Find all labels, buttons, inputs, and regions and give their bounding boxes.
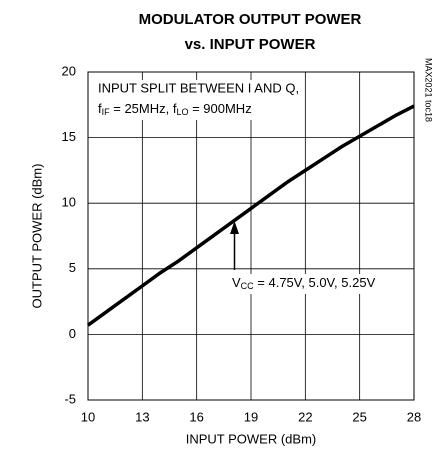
annotation-part: = 4.75V, 5.0V, 5.25V xyxy=(254,275,376,290)
annotation-sub: CC xyxy=(241,281,254,291)
annotation-part: V xyxy=(232,275,241,290)
x-tick-label: 25 xyxy=(352,409,366,424)
annotation-bg xyxy=(94,80,294,120)
annotation-part: = 25MHz, f xyxy=(110,101,177,116)
plot-frame xyxy=(87,71,415,401)
figure-id: MAX2021 toc18 xyxy=(424,58,434,122)
y-tick-label: -5 xyxy=(64,391,76,406)
y-tick-label: 10 xyxy=(62,195,76,210)
annotation-part: f xyxy=(98,101,102,116)
annotation-sub: IF xyxy=(102,107,111,117)
annotation-sub: LO xyxy=(176,107,188,117)
x-tick-label: 16 xyxy=(189,409,203,424)
x-tick-label: 10 xyxy=(81,409,95,424)
y-tick-label: 5 xyxy=(69,260,76,275)
x-axis-label: INPUT POWER (dBm) xyxy=(186,431,317,446)
y-tick-label: 0 xyxy=(69,326,76,341)
x-tick-label: 13 xyxy=(135,409,149,424)
x-tick-label: 28 xyxy=(407,409,421,424)
annotation: fIF = 25MHz, fLO = 900MHz xyxy=(98,101,252,117)
annotation-bg xyxy=(228,274,380,294)
annotation: VCC = 4.75V, 5.0V, 5.25V xyxy=(232,275,376,291)
chart-title: MODULATOR OUTPUT POWER xyxy=(139,11,362,28)
y-tick-label: 15 xyxy=(62,129,76,144)
grid xyxy=(87,71,415,401)
annotation-part: = 900MHz xyxy=(188,101,251,116)
chart-title: vs. INPUT POWER xyxy=(185,36,316,53)
y-axis-label: OUTPUT POWER (dBm) xyxy=(29,164,44,309)
series-line xyxy=(86,104,415,327)
y-tick-label: 20 xyxy=(62,63,76,78)
arrow-head xyxy=(230,221,239,234)
x-tick-label: 19 xyxy=(244,409,258,424)
x-tick-label: 22 xyxy=(298,409,312,424)
annotation: INPUT SPLIT BETWEEN I AND Q, xyxy=(98,80,299,95)
